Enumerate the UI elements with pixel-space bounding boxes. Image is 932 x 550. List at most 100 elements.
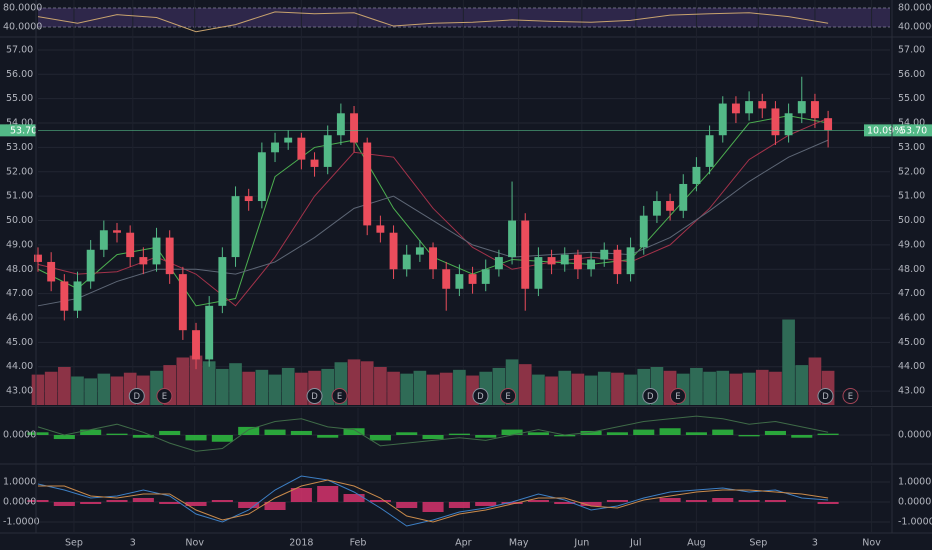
volume-bar: [795, 365, 809, 405]
candle-body: [323, 135, 332, 167]
candle-body: [824, 118, 833, 131]
candle-body: [271, 142, 279, 153]
volume-bar: [321, 368, 335, 405]
candle-body: [178, 274, 187, 331]
candle-body: [784, 113, 793, 136]
candle-body: [205, 305, 214, 360]
series-line: [37, 11, 829, 33]
y-tick-label-left: 48.00: [6, 264, 33, 275]
candle-body: [692, 166, 701, 184]
candle-body: [113, 230, 121, 233]
event-marker: [306, 388, 323, 404]
histogram-bar: [396, 432, 418, 435]
histogram-bar: [369, 435, 391, 441]
x-tick-label: Jul: [629, 538, 641, 549]
histogram-bar: [132, 498, 154, 502]
x-tick-label: May: [509, 538, 529, 549]
y-tick-label-left: 46.00: [6, 313, 33, 324]
candle-body: [73, 281, 82, 311]
event-marker: [128, 388, 145, 404]
histogram-bar: [475, 435, 497, 438]
y-tick-label-left: 44.00: [6, 361, 33, 372]
candle-body: [771, 108, 780, 136]
event-label: E: [337, 392, 342, 402]
y-tick-label-right: 51.00: [898, 191, 925, 202]
series-line: [37, 475, 829, 527]
event-marker: [472, 388, 489, 404]
y-tick-label-left: 0.0000: [3, 497, 36, 508]
rsi-band: [38, 8, 890, 27]
volume-bar: [58, 367, 71, 405]
y-tick-label-left: 45.00: [6, 337, 33, 348]
candle-body: [60, 281, 69, 311]
y-tick-label-right: 54.00: [898, 118, 925, 129]
histogram-bar: [580, 430, 602, 435]
last-price-label-right: 53.70: [900, 125, 927, 136]
histogram-bar: [791, 435, 813, 438]
y-tick-label-right: 50.00: [898, 215, 925, 226]
histogram-bar: [290, 430, 312, 435]
y-tick-label-left: -1.0000: [3, 517, 40, 528]
candle-body: [86, 249, 95, 282]
y-tick-label-right: 48.00: [898, 264, 925, 275]
volume-bar: [518, 364, 532, 405]
x-tick-label: Feb: [350, 538, 367, 549]
histogram-bar: [343, 494, 365, 502]
y-tick-label-left: 51.00: [6, 191, 33, 202]
volume-bar: [281, 367, 295, 405]
histogram-bar: [448, 502, 470, 508]
histogram-bar: [712, 429, 734, 435]
candle-body: [99, 230, 108, 250]
change-tag: [864, 124, 932, 137]
candle-body: [218, 257, 227, 306]
volume-bar: [729, 373, 743, 405]
histogram-bar: [396, 502, 418, 508]
x-tick-label: 3: [130, 538, 136, 549]
volume-bar: [611, 372, 624, 405]
volume-bar: [44, 371, 58, 405]
volume-bar: [347, 359, 361, 405]
volume-bar: [571, 373, 585, 405]
y-tick-label-right: 57.00: [898, 44, 925, 55]
volume-bar: [110, 376, 124, 405]
histogram-bar: [422, 502, 444, 512]
histogram-bar: [475, 502, 497, 506]
histogram-bar: [80, 429, 102, 435]
series-line: [38, 479, 829, 523]
histogram-bar: [580, 502, 602, 506]
y-tick-label-right: 49.00: [898, 239, 925, 250]
x-tick-label: Aug: [687, 538, 706, 549]
y-tick-label-left: 50.00: [6, 215, 33, 226]
volume-bar: [189, 355, 203, 405]
volume-bar: [690, 367, 703, 405]
volume-bar: [84, 378, 97, 405]
histogram-bar: [764, 430, 786, 435]
histogram-bar: [27, 432, 49, 435]
y-tick-label-right: 56.00: [898, 69, 925, 80]
histogram-bar: [211, 435, 233, 442]
candle-body: [165, 237, 174, 275]
volume-bar: [400, 373, 414, 405]
event-label: D: [311, 392, 318, 402]
candle-body: [521, 220, 530, 289]
candle-body: [376, 225, 385, 233]
histogram-bar: [211, 500, 233, 502]
y-tick-label-right: 44.00: [898, 361, 925, 372]
y-tick-label-right: 47.00: [898, 288, 925, 299]
candle-body: [192, 330, 200, 360]
histogram-bar: [238, 426, 260, 435]
histogram-bar: [738, 435, 760, 437]
event-marker: [642, 388, 659, 404]
candle-body: [810, 101, 819, 119]
histogram-bar: [27, 500, 49, 502]
candle-body: [47, 261, 56, 282]
candle-body: [152, 237, 161, 265]
y-tick-label-left: 0.0000: [3, 430, 36, 441]
y-tick-label-left: 49.00: [6, 239, 33, 250]
volume-bar: [360, 361, 374, 405]
histogram-bar: [132, 435, 154, 438]
histogram-bar: [606, 432, 628, 435]
volume-bar: [584, 375, 598, 405]
